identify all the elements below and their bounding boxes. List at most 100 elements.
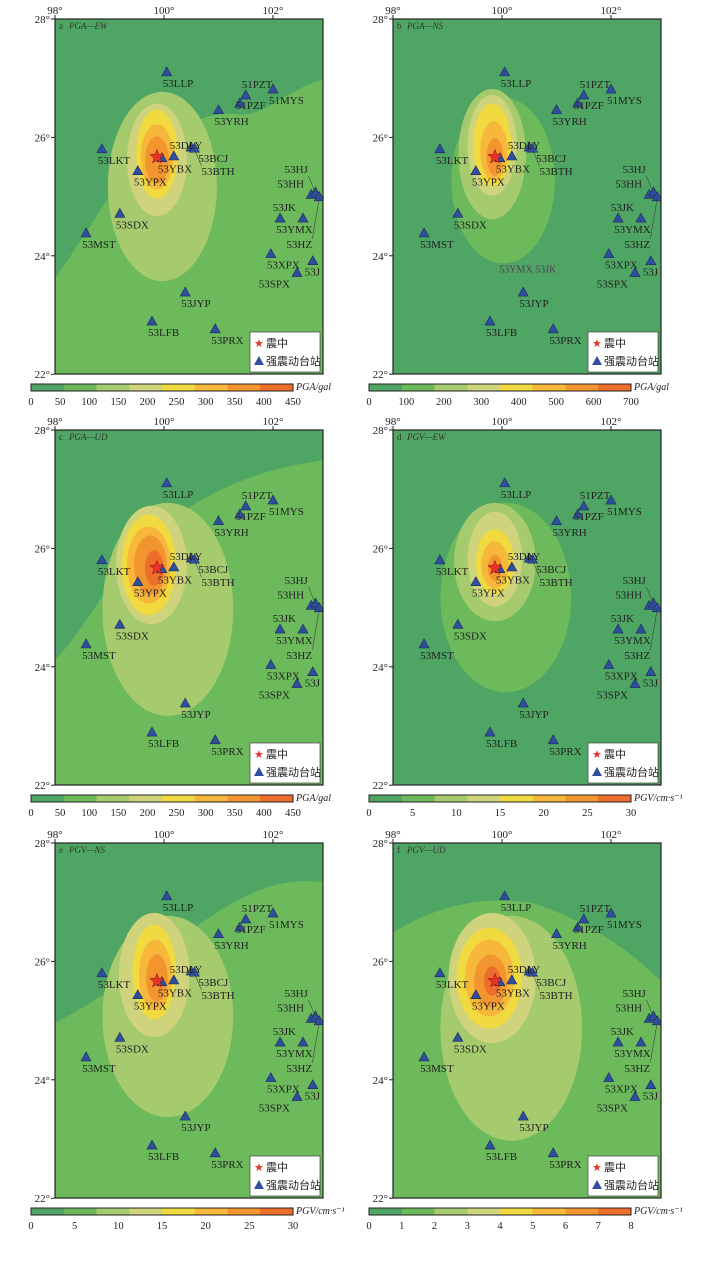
colorbar-segment	[369, 795, 403, 802]
station-label: 53LFB	[148, 738, 179, 750]
station-triangle-icon	[240, 500, 252, 511]
station-label: 53DLY	[170, 140, 203, 152]
colorbar: 0 50 100 150 200 250 300 350 400 450 PGA/gal	[28, 382, 331, 408]
station-triangle-icon	[146, 726, 158, 737]
lat-tick-label: 24°	[35, 1075, 50, 1087]
station-label: 53LKT	[436, 155, 469, 167]
station-triangle-icon	[179, 697, 191, 708]
colorbar-tick-label: 5	[410, 808, 415, 819]
station-label: 53YPX	[472, 588, 505, 600]
colorbar-segment	[31, 795, 65, 802]
lat-tick-label: 24°	[35, 662, 50, 674]
lat-tick-label: 26°	[35, 956, 50, 968]
station-label: 53DLY	[508, 964, 541, 976]
station-label: 53JK	[273, 1026, 296, 1038]
station-label: 51PZF	[574, 924, 604, 936]
station-triangle-icon	[418, 638, 430, 649]
colorbar-segment	[96, 384, 130, 391]
panel-letter: e	[59, 845, 63, 855]
station-label: 53YBX	[496, 988, 530, 1000]
colorbar-tick-label: 15	[495, 808, 506, 819]
station-triangle-icon	[307, 666, 319, 677]
station-triangle-icon	[547, 734, 559, 745]
station-label: 53XPX	[605, 1084, 638, 1096]
panel-title: PGV—EW	[406, 432, 447, 442]
station-label: 53JK	[273, 202, 296, 214]
colorbar-tick-label: 400	[256, 397, 272, 408]
colorbar-segment	[598, 384, 632, 391]
colorbar-tick-label: 30	[626, 808, 637, 819]
station-label: 53HJ	[285, 164, 309, 176]
station-triangle-icon	[612, 1036, 624, 1047]
colorbar-segment	[532, 795, 566, 802]
station-triangle-icon	[189, 553, 201, 564]
station-label: 53YBX	[158, 164, 192, 176]
station-triangle-icon	[234, 508, 246, 519]
station-label: 53YPX	[134, 1001, 167, 1013]
colorbar-segment	[227, 384, 261, 391]
colorbar-tick-label: 300	[198, 808, 214, 819]
colorbar-tick-label: 250	[169, 397, 185, 408]
colorbar-tick-label: 100	[81, 808, 97, 819]
station-triangle-icon	[434, 554, 446, 565]
colorbar-tick-label: 15	[157, 1221, 168, 1232]
panel-letter: f	[397, 845, 400, 855]
station-triangle-icon	[603, 658, 615, 669]
station-triangle-icon	[267, 907, 279, 918]
panel-title: PGA—UD	[68, 432, 108, 442]
station-triangle-icon	[635, 1036, 647, 1047]
legend-epicenter-label: 震中	[604, 748, 626, 761]
station-triangle-icon	[132, 989, 144, 1000]
station-label: 51PZF	[236, 100, 266, 112]
legend-station-label: 强震动台站	[266, 765, 321, 779]
station-triangle-icon	[240, 913, 252, 924]
lon-tick-label: 102°	[263, 829, 284, 841]
colorbar-unit-label: PGA/gal	[295, 382, 331, 393]
colorbar-tick-label: 0	[366, 808, 371, 819]
station-label: 53JK	[611, 1026, 634, 1038]
lat-tick-label: 26°	[35, 132, 50, 144]
station-triangle-icon	[612, 212, 624, 223]
colorbar-segment	[260, 795, 294, 802]
station-label: 53XPX	[267, 1084, 300, 1096]
station-label: 53HJ	[623, 575, 647, 587]
station-label: 53HH	[277, 589, 304, 601]
lon-tick-label: 98°	[385, 5, 400, 17]
station-label: 53HH	[277, 178, 304, 190]
lat-tick-label: 26°	[373, 132, 388, 144]
station-label: 53YRH	[553, 116, 587, 128]
station-triangle-icon	[80, 1051, 92, 1062]
colorbar-segment	[31, 1208, 65, 1215]
lon-tick-label: 100°	[154, 829, 175, 841]
station-triangle-icon	[578, 913, 590, 924]
station-triangle-icon	[605, 494, 617, 505]
station-label: 53JYP	[181, 709, 210, 721]
colorbar-segment	[96, 795, 130, 802]
colorbar: 0 100 200 300 400 500 600 700 PGA/gal	[366, 382, 669, 408]
station-triangle-icon	[307, 255, 319, 266]
station-label: 53BTH	[540, 990, 573, 1002]
colorbar-segment	[194, 1208, 228, 1215]
station-triangle-icon	[434, 143, 446, 154]
station-label: 53YMX	[276, 635, 313, 647]
station-label: 51MYS	[269, 506, 304, 518]
station-label: 53JYP	[519, 298, 548, 310]
station-label: 53BTH	[540, 577, 573, 589]
station-triangle-icon	[313, 191, 323, 202]
station-triangle-icon	[291, 266, 303, 277]
station-label: 53SPX	[597, 279, 628, 291]
station-label: 53LKT	[436, 566, 469, 578]
map-frame	[54, 18, 324, 375]
station-label: 53XPX	[605, 671, 638, 683]
station-label: 53J	[643, 1091, 659, 1103]
station-label: 53YRH	[215, 527, 249, 539]
colorbar-tick-label: 20	[538, 808, 549, 819]
colorbar-segment	[260, 1208, 294, 1215]
label-leader-line	[532, 149, 540, 167]
colorbar-tick-label: 10	[113, 1221, 124, 1232]
